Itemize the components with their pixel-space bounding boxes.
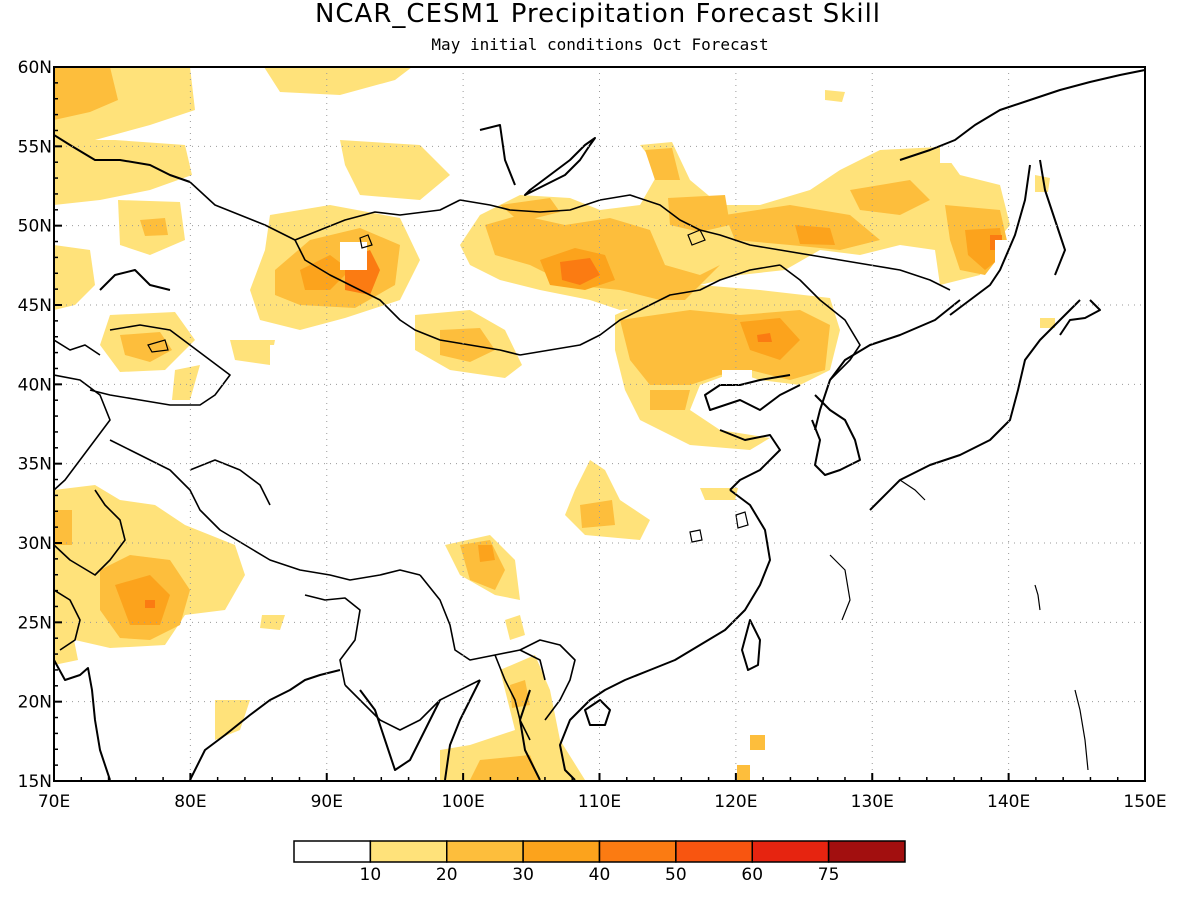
colorbar-swatch — [827, 840, 906, 863]
skill-gap — [722, 370, 752, 392]
colorbar-swatch — [369, 840, 448, 863]
skill-region — [440, 655, 585, 780]
colorbar-label: 30 — [512, 865, 534, 885]
skill-region — [115, 575, 170, 625]
skill-region — [54, 245, 95, 310]
gridlines — [54, 67, 1145, 781]
skill-region — [215, 700, 250, 740]
skill-region — [1040, 318, 1055, 328]
colorbar: 10 20 30 40 50 60 75 — [293, 840, 906, 885]
coastlines — [54, 69, 1145, 781]
skill-region — [825, 90, 845, 102]
skill-region — [668, 195, 730, 232]
colorbar-swatch — [751, 840, 830, 863]
lat-tick-label: 55N — [18, 137, 52, 157]
colorbar-swatch — [446, 840, 524, 863]
skill-region — [850, 180, 930, 215]
skill-region — [1035, 175, 1050, 192]
lon-tick-label: 90E — [311, 792, 343, 812]
skill-region — [645, 148, 680, 180]
lat-tick-label: 25N — [18, 613, 52, 633]
lon-tick-label: 80E — [174, 792, 206, 812]
map-subtitle: May initial conditions Oct Forecast — [431, 35, 768, 54]
skill-gap — [995, 240, 1009, 262]
skill-gap — [340, 242, 367, 270]
colorbar-label: 20 — [436, 865, 458, 885]
skill-region — [260, 615, 285, 630]
lon-tick-label: 70E — [38, 792, 70, 812]
lon-tick-label: 120E — [714, 792, 757, 812]
skill-region — [140, 218, 168, 236]
skill-region — [757, 333, 772, 342]
skill-region — [460, 540, 505, 590]
lat-tick-label: 20N — [18, 693, 52, 713]
skill-region — [54, 67, 118, 120]
skill-region — [264, 67, 412, 95]
colorbar-label: 75 — [818, 865, 840, 885]
lon-tick-label: 150E — [1123, 792, 1166, 812]
skill-region — [54, 620, 78, 665]
skill-region — [795, 225, 835, 245]
lon-tick-label: 110E — [578, 792, 621, 812]
skill-gap — [940, 147, 962, 163]
skill-region — [145, 600, 155, 608]
lat-tick-label: 40N — [18, 375, 52, 395]
lat-tick-label: 50N — [18, 217, 52, 237]
lat-tick-label: 45N — [18, 296, 52, 316]
lon-tick-label: 100E — [442, 792, 485, 812]
map-title: NCAR_CESM1 Precipitation Forecast Skill — [315, 0, 881, 29]
skill-region — [750, 735, 765, 750]
skill-region — [172, 365, 200, 400]
colorbar-swatch — [598, 840, 677, 863]
colorbar-swatch — [522, 840, 601, 863]
lat-tick-label: 60N — [18, 58, 52, 78]
colorbar-label: 40 — [589, 865, 611, 885]
lon-tick-label: 140E — [987, 792, 1030, 812]
latitude-axis: 15N 20N 25N 30N 35N 40N 45N 50N 55N 60N — [18, 58, 62, 792]
lakes-islands — [147, 229, 1089, 771]
skill-shading — [54, 67, 1055, 780]
colorbar-label: 10 — [360, 865, 382, 885]
colorbar-label: 50 — [665, 865, 687, 885]
skill-region — [340, 140, 450, 200]
lat-tick-label: 30N — [18, 534, 52, 554]
skill-region — [505, 615, 525, 640]
lat-tick-label: 35N — [18, 455, 52, 475]
skill-region — [500, 198, 560, 222]
skill-region — [120, 332, 172, 362]
skill-region — [470, 755, 540, 780]
skill-region — [478, 545, 495, 562]
lon-tick-label: 130E — [851, 792, 894, 812]
skill-region — [737, 765, 750, 780]
skill-region — [580, 500, 615, 528]
skill-region — [650, 390, 690, 410]
skill-region — [55, 510, 72, 545]
lat-tick-label: 15N — [18, 772, 52, 792]
skill-region — [560, 258, 600, 285]
skill-region — [230, 340, 275, 365]
longitude-axis: 70E 80E 90E 100E 110E 120E 130E 140E 150E — [38, 773, 1167, 812]
colorbar-label: 60 — [741, 865, 763, 885]
skill-region — [54, 140, 192, 205]
skill-region — [190, 540, 240, 575]
colorbar-swatch — [675, 840, 753, 863]
colorbar-swatch — [293, 840, 372, 863]
skill-gap — [270, 345, 310, 365]
skill-region — [565, 460, 650, 540]
skill-region — [700, 488, 738, 500]
